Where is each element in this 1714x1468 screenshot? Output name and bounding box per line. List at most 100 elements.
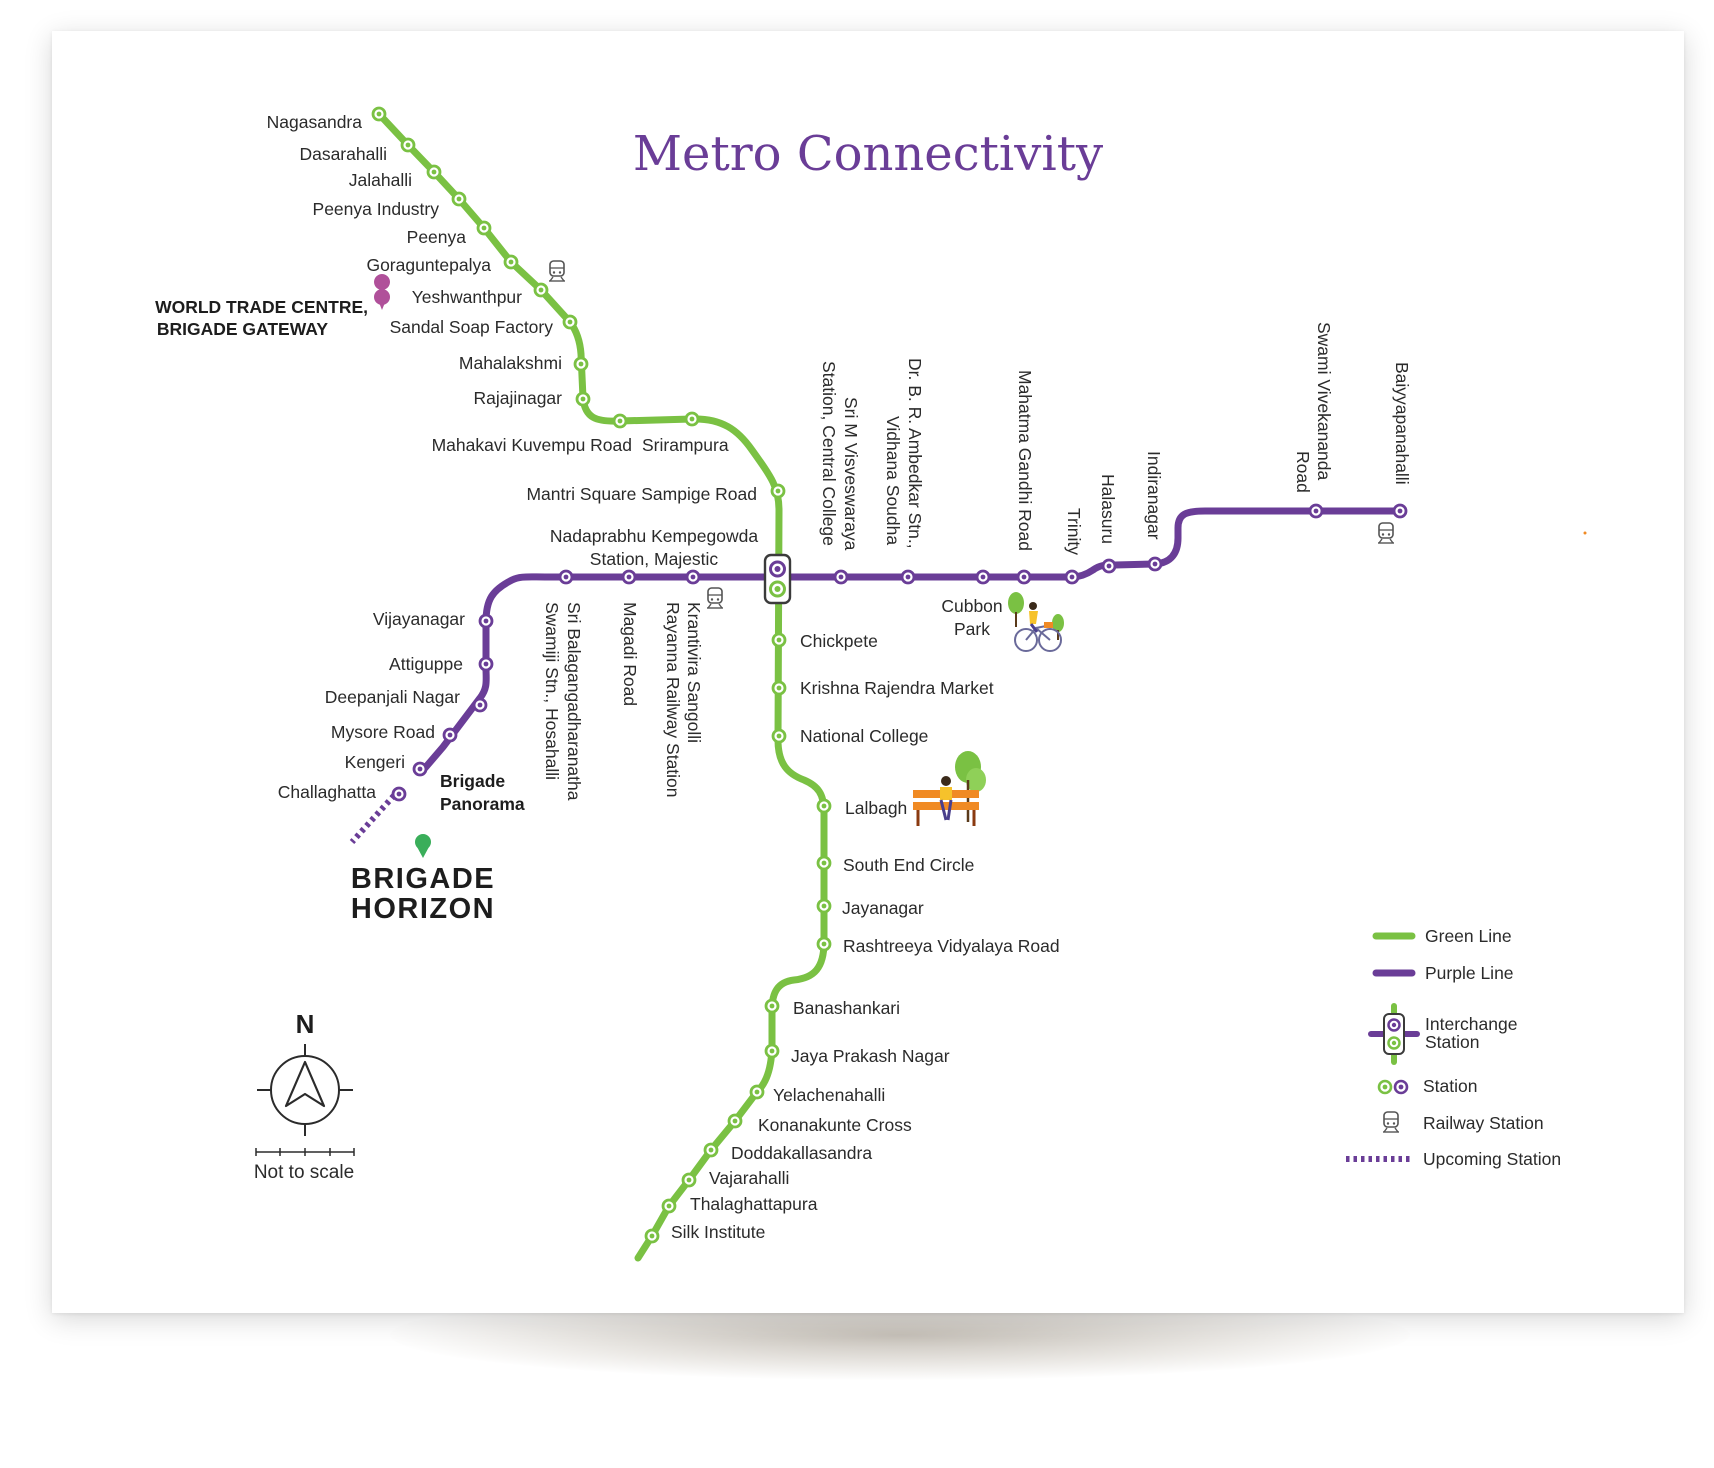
legend-green-line-label: Green Line — [1425, 926, 1512, 946]
station-label-ambedkar-line2: Vidhana Soudha — [883, 416, 903, 545]
station-label-dasarahalli: Dasarahalli — [299, 144, 387, 164]
station-label-rv-road: Rashtreeya Vidyalaya Road — [843, 936, 1060, 956]
station-label-kengeri: Kengeri — [345, 752, 405, 772]
purple-station-dot — [477, 702, 483, 708]
railway-station-icon-yeshwanthpur — [548, 260, 566, 282]
station-label-challaghatta: Challaghatta — [278, 782, 377, 802]
interchange-station-majestic[interactable] — [763, 553, 792, 605]
horizon-label-line2: HORIZON — [351, 893, 495, 925]
station-label-srirampura: Srirampura — [642, 435, 729, 455]
station-label-indiranagar: Indiranagar — [1144, 451, 1164, 540]
purple-station-dot — [563, 574, 569, 580]
station-label-vajarahalli: Vajarahalli — [709, 1168, 789, 1188]
station-label-chickpete: Chickpete — [800, 631, 878, 651]
green-station-dot — [821, 803, 827, 809]
station-label-thalaghattapura: Thalaghattapura — [690, 1194, 818, 1214]
station-label-sv-road-line1: Swami Vivekananda — [1314, 322, 1334, 481]
green-station-dot — [578, 361, 584, 367]
station-label-attiguppe: Attiguppe — [389, 654, 463, 674]
compass: N Not to scale — [254, 1009, 355, 1183]
location-pin-icon — [374, 274, 391, 310]
purple-station-dot — [1397, 508, 1403, 514]
orange-dot — [1583, 531, 1587, 535]
landmark-brigade-panorama: Brigade Panorama — [440, 771, 525, 814]
legend-interchange-icon — [1368, 1003, 1420, 1065]
station-label-peenya: Peenya — [407, 227, 467, 247]
green-station-dot — [508, 259, 514, 265]
green-station-dot — [821, 903, 827, 909]
station-label-peenya-industry: Peenya Industry — [313, 199, 440, 219]
station-label-krantivira-line1: Krantivira Sangolli — [684, 602, 704, 743]
interchange-label-line1: Nadaprabhu Kempegowda — [550, 526, 758, 546]
green-station-dot — [776, 685, 782, 691]
compass-arrow-icon — [284, 1060, 326, 1108]
green-station-dot — [481, 225, 487, 231]
green-station-dot — [754, 1089, 760, 1095]
purple-line-route — [421, 507, 1404, 772]
green-station-dot — [689, 416, 695, 422]
station-label-visveswaraya-line2: Station, Central College — [819, 361, 839, 546]
horizon-label-line1: BRIGADE — [351, 863, 495, 895]
map-card — [52, 31, 1684, 1313]
compass-north-label: N — [296, 1009, 315, 1039]
station-label-ambedkar-line1: Dr. B. R. Ambedkar Stn., — [905, 358, 925, 549]
purple-station-dot — [396, 791, 402, 797]
legend-interchange-label-line1: Interchange — [1425, 1014, 1517, 1034]
purple-station-dot — [483, 618, 489, 624]
station-label-hosahalli-line2: Swamiji Stn., Hosahalli — [542, 602, 562, 780]
legend-railway-station-icon — [1382, 1111, 1400, 1133]
green-station-dot — [776, 733, 782, 739]
station-label-lalbagh: Lalbagh — [845, 798, 907, 818]
panorama-label-line2: Panorama — [440, 794, 525, 814]
green-station-dot — [769, 1003, 775, 1009]
wtc-label-line2: BRIGADE GATEWAY — [157, 319, 328, 339]
green-station-dot — [405, 142, 411, 148]
station-label-national-college: National College — [800, 726, 928, 746]
green-station-dot — [666, 1203, 672, 1209]
legend-upcoming-station-label: Upcoming Station — [1423, 1149, 1561, 1169]
green-station-dot — [649, 1233, 655, 1239]
green-station-dot — [821, 941, 827, 947]
station-label-krantivira-line2: Rayanna Railway Station — [663, 602, 683, 798]
station-label-mysore-road: Mysore Road — [331, 722, 435, 742]
station-label-yelachenahalli: Yelachenahalli — [773, 1085, 885, 1105]
green-station-dot — [456, 196, 462, 202]
green-station-dot — [617, 418, 623, 424]
legend: Green Line Purple Line Interchange Stati… — [1346, 926, 1561, 1169]
purple-station-dot — [1021, 574, 1027, 580]
station-label-kr-market: Krishna Rajendra Market — [800, 678, 994, 698]
station-label-baiyyapanahalli: Baiyyapanahalli — [1392, 362, 1412, 485]
green-station-dot — [431, 169, 437, 175]
station-label-doddakallasandra: Doddakallasandra — [731, 1143, 872, 1163]
station-label-mantri-square: Mantri Square Sampige Road — [526, 484, 757, 504]
station-label-rajajinagar: Rajajinagar — [473, 388, 562, 408]
station-label-cubbon-park-line2: Park — [954, 619, 990, 639]
purple-station-dot — [1313, 508, 1319, 514]
legend-purple-line-label: Purple Line — [1425, 963, 1514, 983]
green-station-dot — [376, 111, 382, 117]
green-station-dot — [769, 1048, 775, 1054]
purple-station-dot — [417, 766, 423, 772]
location-pin-icon — [416, 845, 430, 858]
station-label-mahalakshmi: Mahalakshmi — [459, 353, 562, 373]
station-label-nagasandra: Nagasandra — [267, 112, 363, 132]
legend-station-icon — [1377, 1079, 1409, 1095]
station-label-banashankari: Banashankari — [793, 998, 900, 1018]
not-to-scale-note: Not to scale — [254, 1162, 354, 1183]
green-station-dot — [821, 860, 827, 866]
purple-station-dot — [980, 574, 986, 580]
green-station-dot — [580, 396, 586, 402]
purple-station-dot — [1106, 563, 1112, 569]
station-label-mg-road: Mahatma Gandhi Road — [1015, 370, 1035, 551]
station-label-cubbon-park-line1: Cubbon — [941, 596, 1002, 616]
panorama-label-line1: Brigade — [440, 771, 505, 791]
page-title: Metro Connectivity — [633, 126, 1103, 182]
purple-station-dot — [1152, 561, 1158, 567]
green-station-dot — [538, 287, 544, 293]
railway-station-icon-krantivira — [706, 587, 724, 609]
legend-interchange-label-line2: Station — [1425, 1032, 1479, 1052]
railway-station-icon-baiyyappanahalli — [1377, 522, 1395, 544]
station-label-silk-institute: Silk Institute — [671, 1222, 765, 1242]
legend-railway-station-label: Railway Station — [1423, 1113, 1544, 1133]
